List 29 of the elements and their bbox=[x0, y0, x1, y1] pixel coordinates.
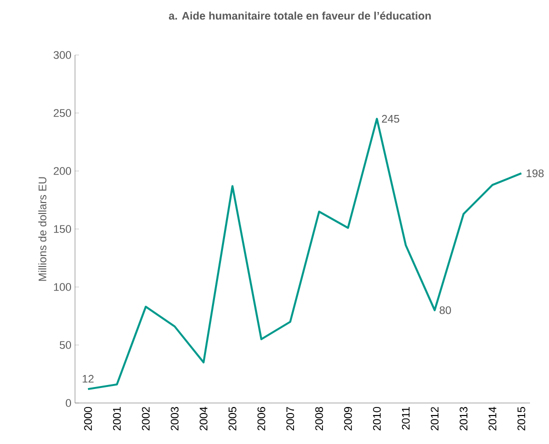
y-axis-title: Millions de dollars EU bbox=[38, 177, 46, 281]
x-tick-label: 2011 bbox=[402, 407, 410, 430]
x-tick-label: 2012 bbox=[430, 407, 439, 430]
data-label: 245 bbox=[382, 114, 400, 123]
x-tick-label: 2005 bbox=[228, 406, 236, 430]
x-tick-label: 2002 bbox=[142, 407, 150, 430]
x-tick-label: 2004 bbox=[200, 406, 208, 430]
x-tick-label: 2007 bbox=[286, 407, 294, 430]
y-tick-label: 200 bbox=[54, 167, 72, 175]
data-label: 12 bbox=[82, 374, 94, 383]
y-tick-label: 100 bbox=[54, 283, 72, 291]
x-tick-label: 2010 bbox=[373, 406, 381, 430]
x-tick-label: 2009 bbox=[344, 407, 352, 430]
y-tick-label: 300 bbox=[54, 51, 72, 59]
x-tick-label: 2008 bbox=[315, 407, 323, 430]
data-label: 80 bbox=[440, 306, 451, 314]
x-tick-label: 2003 bbox=[170, 407, 179, 430]
x-tick-label: 2000 bbox=[84, 406, 92, 430]
y-tick-label: 250 bbox=[54, 109, 72, 117]
data-label: 198 bbox=[526, 169, 544, 178]
y-tick-label: 0 bbox=[66, 399, 72, 407]
x-tick-label: 2015 bbox=[517, 406, 526, 430]
x-tick-label: 2013 bbox=[460, 407, 468, 430]
y-tick-label: 150 bbox=[54, 225, 72, 233]
y-tick-label: 50 bbox=[60, 341, 72, 349]
x-tick-label: 2014 bbox=[488, 406, 496, 430]
x-tick-label: 2006 bbox=[257, 407, 266, 430]
x-tick-label: 2001 bbox=[113, 407, 121, 430]
chart-title: a. Aide humanitaire totale en faveur de l’éducation bbox=[168, 12, 431, 20]
